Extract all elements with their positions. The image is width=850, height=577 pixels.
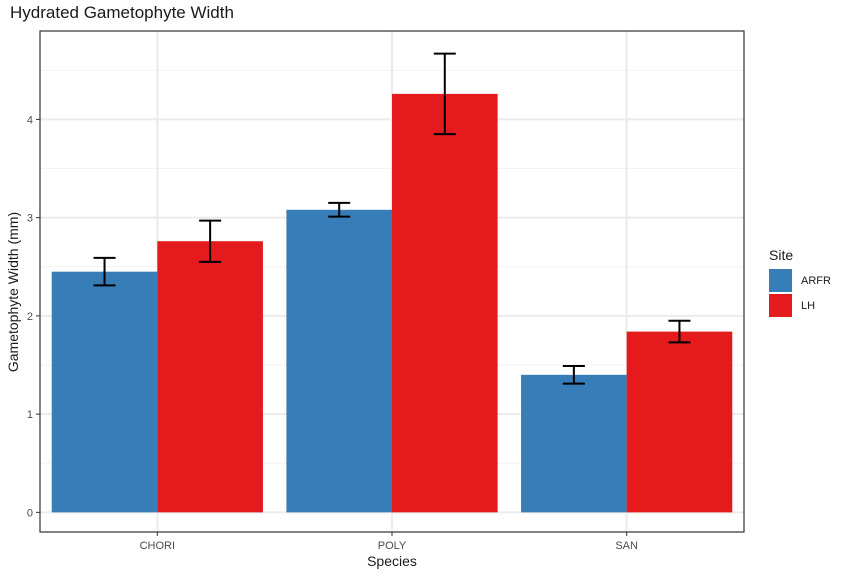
y-tick-label: 1 [27, 409, 33, 421]
bar-lh-poly [392, 93, 498, 513]
y-tick-label: 4 [27, 114, 33, 126]
bar-lh-chori [157, 241, 263, 513]
error-bar [433, 52, 456, 136]
error-bar [562, 364, 585, 385]
x-axis-title: Species [367, 553, 417, 569]
legend-title: Site [769, 247, 793, 263]
y-tick-label: 0 [27, 507, 33, 519]
x-tick-label: CHORI [140, 540, 175, 552]
error-bars [93, 52, 691, 385]
error-bar [328, 201, 351, 218]
error-bar [199, 219, 222, 263]
bar-arfr-chori [51, 271, 158, 513]
y-tick-label: 2 [27, 311, 33, 323]
x-tick-label: SAN [615, 540, 638, 552]
legend: Site ARFR LH [769, 247, 831, 317]
bar-arfr-poly [286, 209, 392, 513]
legend-label-lh: LH [801, 300, 815, 312]
legend-label-arfr: ARFR [801, 275, 831, 287]
bar-lh-san [626, 331, 733, 513]
y-axis: 0 1 2 3 4 [27, 114, 40, 519]
legend-swatch-arfr [769, 269, 792, 292]
chart-title: Hydrated Gametophyte Width [10, 3, 234, 22]
bars [51, 93, 733, 513]
y-tick-label: 3 [27, 213, 33, 225]
x-tick-label: POLY [378, 540, 407, 552]
error-bar [93, 256, 116, 287]
legend-swatch-lh [769, 294, 792, 317]
bar-arfr-san [521, 374, 627, 513]
x-axis: CHORI POLY SAN [140, 532, 638, 552]
error-bar [668, 319, 691, 344]
y-axis-title: Gametophyte Width (mm) [5, 212, 21, 372]
